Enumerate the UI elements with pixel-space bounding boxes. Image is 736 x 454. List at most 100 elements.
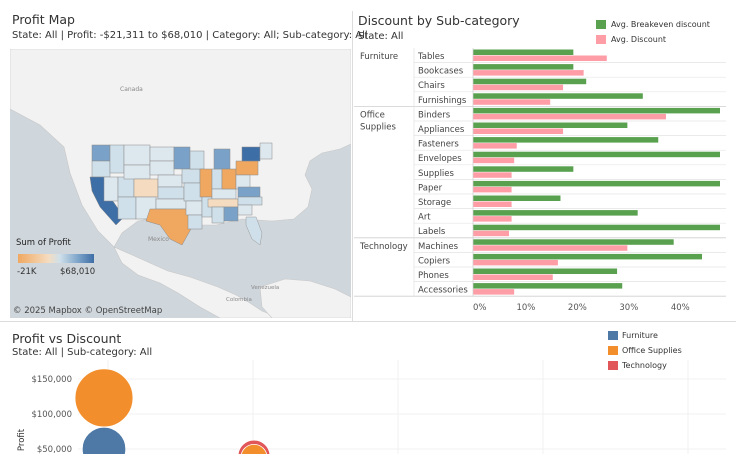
state-washington[interactable] <box>91 144 111 162</box>
legend-swatch-furniture <box>608 331 618 340</box>
profit-map[interactable]: Canada Mexico Venezuela Colombia <box>10 49 351 318</box>
vertical-divider <box>352 11 353 321</box>
map-legend-max: $68,010 <box>60 267 96 277</box>
profit-vs-discount-scatter[interactable]: $150,000 $100,000 $50,000 Profit <box>0 360 736 454</box>
bar-breakeven[interactable] <box>473 137 659 143</box>
state-south-dakota[interactable] <box>149 160 175 176</box>
bar-discount[interactable] <box>473 99 551 105</box>
bar-discount[interactable] <box>473 201 512 208</box>
state-pennsylvania[interactable] <box>235 160 259 176</box>
scatter-point[interactable] <box>240 443 268 454</box>
state-kansas[interactable] <box>157 186 185 200</box>
map-legend-title: Sum of Profit <box>16 238 71 248</box>
bar-discount[interactable] <box>473 70 584 76</box>
state-new-york[interactable] <box>241 146 261 162</box>
state-kentucky[interactable] <box>211 188 237 200</box>
state-alabama[interactable] <box>211 206 225 224</box>
bar-breakeven[interactable] <box>473 166 574 172</box>
bar-breakeven[interactable] <box>473 78 587 85</box>
bar-breakeven[interactable] <box>473 122 628 129</box>
bar-discount[interactable] <box>473 55 607 62</box>
state-georgia[interactable] <box>223 206 239 222</box>
state-oregon[interactable] <box>91 160 111 178</box>
state-virginia[interactable] <box>237 186 261 198</box>
state-arizona[interactable] <box>117 196 137 220</box>
bar-breakeven[interactable] <box>473 93 643 99</box>
map-legend-min: -21K <box>17 267 37 277</box>
state-missouri[interactable] <box>183 182 203 202</box>
state-nevada[interactable] <box>103 176 119 202</box>
bar-discount[interactable] <box>473 128 564 135</box>
state-ohio[interactable] <box>221 168 237 190</box>
state-south-carolina[interactable] <box>237 204 253 216</box>
state-indiana[interactable] <box>211 168 223 190</box>
y-axis-label: Profit <box>17 428 27 451</box>
state-illinois[interactable] <box>199 168 213 198</box>
category-label: Storage <box>418 198 451 208</box>
state-louisiana[interactable] <box>187 214 203 230</box>
state-montana[interactable] <box>123 144 151 166</box>
bar-discount[interactable] <box>473 157 515 164</box>
legend-label-office-supplies: Office Supplies <box>622 346 682 355</box>
category-label: Chairs <box>418 81 445 91</box>
bar-breakeven[interactable] <box>473 224 720 231</box>
state-utah[interactable] <box>117 176 135 198</box>
category-label: Binders <box>418 110 451 120</box>
bar-discount[interactable] <box>473 245 628 251</box>
bar-discount[interactable] <box>473 289 515 295</box>
bar-discount[interactable] <box>473 186 512 193</box>
legend-label-discount: Avg. Discount <box>611 35 667 44</box>
state-north-carolina[interactable] <box>237 196 263 206</box>
category-label: Envelopes <box>418 154 462 164</box>
legend-swatch-discount <box>596 35 606 44</box>
state-arkansas[interactable] <box>185 200 203 216</box>
map-legend-gradient <box>18 254 94 263</box>
bar-breakeven[interactable] <box>473 239 674 245</box>
state-michigan[interactable] <box>213 148 231 170</box>
bar-breakeven[interactable] <box>473 180 720 187</box>
bar-discount[interactable] <box>473 216 512 222</box>
discount-bar-chart[interactable]: Furniture Tables Bookcases Chairs Furnishing… <box>354 48 736 320</box>
y-tick-label: $150,000 <box>31 375 72 385</box>
state-minnesota[interactable] <box>173 146 191 170</box>
bar-breakeven[interactable] <box>473 49 574 56</box>
legend-swatch-office-supplies <box>608 346 618 355</box>
state-north-dakota[interactable] <box>149 146 175 162</box>
map-attribution[interactable]: © 2025 Mapbox © OpenStreetMap <box>13 306 163 316</box>
category-label: Copiers <box>418 256 451 266</box>
bar-breakeven[interactable] <box>473 195 561 202</box>
horizontal-divider <box>0 321 736 322</box>
bar-breakeven[interactable] <box>473 253 702 260</box>
bar-breakeven[interactable] <box>473 210 638 216</box>
state-tennessee[interactable] <box>207 198 239 208</box>
state-wisconsin[interactable] <box>189 150 205 170</box>
legend-label-breakeven: Avg. Breakeven discount <box>611 20 710 29</box>
bar-discount[interactable] <box>473 143 517 149</box>
scatter-point[interactable] <box>81 426 127 454</box>
bar-discount[interactable] <box>473 84 564 91</box>
category-label: Labels <box>418 227 446 237</box>
bar-breakeven[interactable] <box>473 151 720 158</box>
bar-discount[interactable] <box>473 259 558 266</box>
bar-discount[interactable] <box>473 274 553 281</box>
bar-discount[interactable] <box>473 230 510 237</box>
category-label: Machines <box>418 242 459 252</box>
bar-breakeven[interactable] <box>473 268 618 275</box>
state-oklahoma[interactable] <box>155 198 187 210</box>
bar-discount[interactable] <box>473 172 512 178</box>
scatter-point[interactable] <box>74 368 134 428</box>
state-new-england[interactable] <box>259 142 273 160</box>
state-iowa[interactable] <box>181 168 201 184</box>
bar-breakeven[interactable] <box>473 283 623 289</box>
state-colorado[interactable] <box>133 178 159 198</box>
state-florida[interactable] <box>245 216 263 246</box>
state-wyoming[interactable] <box>123 164 151 180</box>
category-label: Art <box>418 213 431 223</box>
state-idaho[interactable] <box>109 144 125 174</box>
bar-breakeven[interactable] <box>473 107 720 114</box>
bar-breakeven[interactable] <box>473 64 574 70</box>
bar-discount[interactable] <box>473 113 666 120</box>
category-label: Furnishings <box>418 96 467 106</box>
discount-chart-title: Discount by Sub-category <box>358 13 520 28</box>
state-nebraska[interactable] <box>157 174 183 188</box>
